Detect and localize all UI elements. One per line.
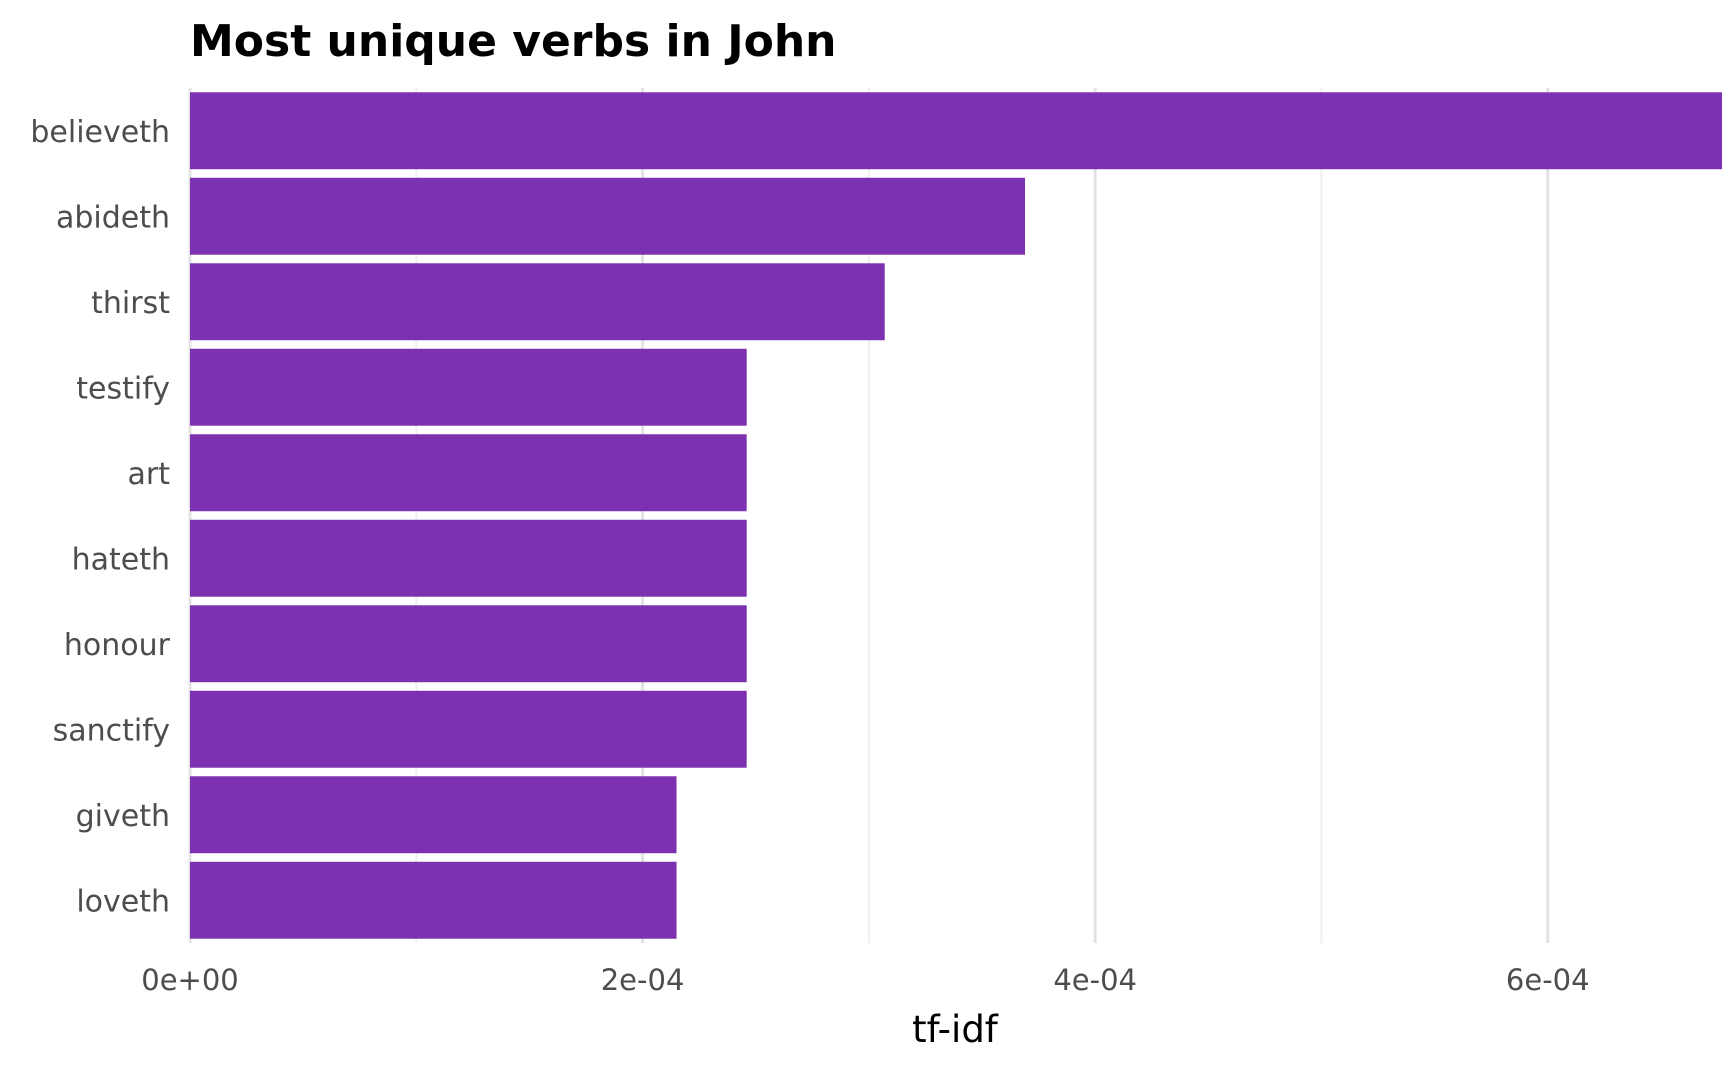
category-label-art: art	[128, 457, 171, 492]
x-axis-title: tf-idf	[912, 1008, 999, 1051]
bar-believeth	[190, 92, 1722, 170]
category-label-believeth: believeth	[30, 115, 170, 150]
bar-sanctify	[190, 690, 747, 768]
x-tick-label-3: 6e-04	[1506, 963, 1590, 997]
category-label-sanctify: sanctify	[53, 713, 170, 748]
bar-hateth	[190, 519, 747, 597]
x-tick-labels: 0e+00 2e-04 4e-04 6e-04	[141, 963, 1589, 997]
category-label-abideth: abideth	[56, 200, 170, 235]
x-tick-label-1: 2e-04	[601, 963, 685, 997]
bar-testify	[190, 348, 747, 426]
bars	[190, 92, 1722, 939]
x-tick-label-0: 0e+00	[141, 963, 239, 997]
category-label-thirst: thirst	[91, 286, 170, 321]
x-tick-label-2: 4e-04	[1053, 963, 1137, 997]
category-labels: believeth abideth thirst testify art hateth ho…	[30, 115, 170, 920]
bar-honour	[190, 605, 747, 683]
category-label-giveth: giveth	[76, 799, 170, 834]
bar-abideth	[190, 177, 1026, 255]
bar-giveth	[190, 776, 677, 854]
category-label-hateth: hateth	[72, 542, 170, 577]
category-label-testify: testify	[76, 371, 170, 406]
bar-thirst	[190, 263, 885, 341]
category-label-honour: honour	[64, 628, 171, 663]
bar-loveth	[190, 861, 677, 939]
category-label-loveth: loveth	[76, 884, 170, 919]
chart-title: Most unique verbs in John	[190, 16, 836, 67]
bar-art	[190, 434, 747, 512]
